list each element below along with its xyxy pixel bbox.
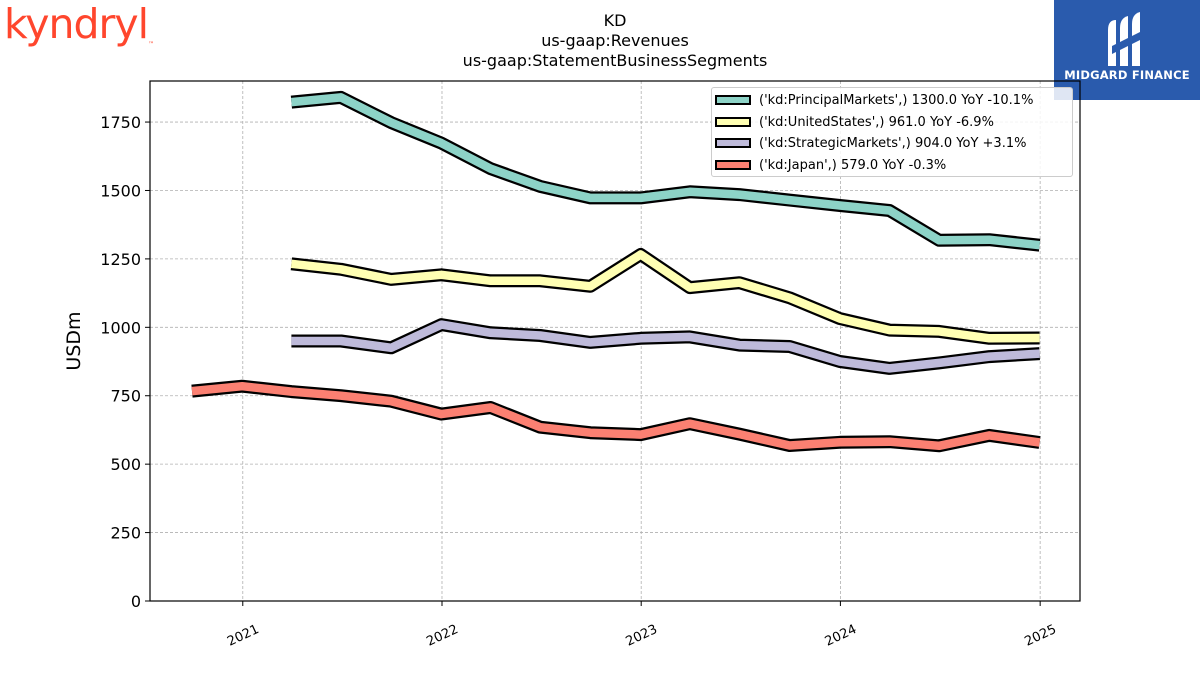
- y-tick-label: 750: [110, 387, 141, 406]
- midgard-finance-logo: MIDGARD FINANCE: [1054, 0, 1200, 100]
- legend-label-strategic-markets: ('kd:StrategicMarkets',) 904.0 YoY +3.1%: [759, 135, 1027, 151]
- legend-swatch-japan: [715, 160, 751, 170]
- legend-label-principal-markets: ('kd:PrincipalMarkets',) 1300.0 YoY -10.…: [759, 92, 1034, 108]
- chart-legend: ('kd:PrincipalMarkets',) 1300.0 YoY -10.…: [711, 87, 1073, 177]
- legend-label-united-states: ('kd:UnitedStates',) 961.0 YoY -6.9%: [759, 114, 994, 130]
- legend-swatch-united-states: [715, 117, 751, 127]
- x-tick-label: 2024: [823, 622, 859, 650]
- chart-series: [191, 90, 1041, 453]
- legend-label-japan: ('kd:Japan',) 579.0 YoY -0.3%: [759, 157, 947, 173]
- chart-title-ticker: KD: [603, 11, 627, 30]
- y-tick-label: 1000: [100, 318, 141, 337]
- series-line: [290, 93, 1041, 250]
- kyndryl-logo-tm: ™: [148, 41, 154, 48]
- y-tick-label: 500: [110, 455, 141, 474]
- x-tick-label: 2025: [1023, 622, 1059, 650]
- legend-swatch-strategic-markets: [715, 138, 751, 148]
- series-line: [191, 381, 1041, 451]
- legend-item-japan: ('kd:Japan',) 579.0 YoY -0.3%: [715, 154, 946, 176]
- legend-item-united-states: ('kd:UnitedStates',) 961.0 YoY -6.9%: [715, 111, 994, 133]
- chart-title-concept: us-gaap:Revenues: [541, 31, 689, 50]
- x-axis-ticks: 2021 2022 2023 2024 2025: [225, 601, 1059, 650]
- y-tick-label: 250: [110, 524, 141, 543]
- series-line: [291, 320, 1040, 373]
- y-tick-label: 1250: [100, 250, 141, 269]
- x-tick-label: 2022: [424, 622, 460, 650]
- plot-area-frame: [149, 80, 1081, 602]
- chart-title-axis: us-gaap:StatementBusinessSegments: [462, 51, 768, 70]
- y-tick-label: 0: [131, 592, 141, 611]
- midgard-finance-brand: MIDGARD FINANCE: [1064, 68, 1190, 82]
- chart-title-block: KD us-gaap:Revenues us-gaap:StatementBus…: [415, 11, 815, 71]
- series-line: [290, 250, 1040, 343]
- y-tick-label: 1500: [100, 181, 141, 200]
- legend-item-strategic-markets: ('kd:StrategicMarkets',) 904.0 YoY +3.1%: [715, 132, 1026, 154]
- y-tick-label: 1750: [100, 113, 141, 132]
- x-tick-label: 2021: [225, 622, 261, 650]
- kyndryl-logo-text: kyndryl: [4, 0, 149, 48]
- x-tick-label: 2023: [624, 622, 660, 650]
- midgard-emblem-icon: [1108, 12, 1144, 66]
- legend-swatch-principal-markets: [715, 95, 751, 105]
- legend-item-principal-markets: ('kd:PrincipalMarkets',) 1300.0 YoY -10.…: [715, 89, 1033, 111]
- kyndryl-logo: kyndryl™: [4, 0, 154, 48]
- y-axis-label: USDm: [63, 311, 85, 370]
- y-axis-ticks: 0 250 500 750 1000 1250 1500 1750: [100, 113, 150, 611]
